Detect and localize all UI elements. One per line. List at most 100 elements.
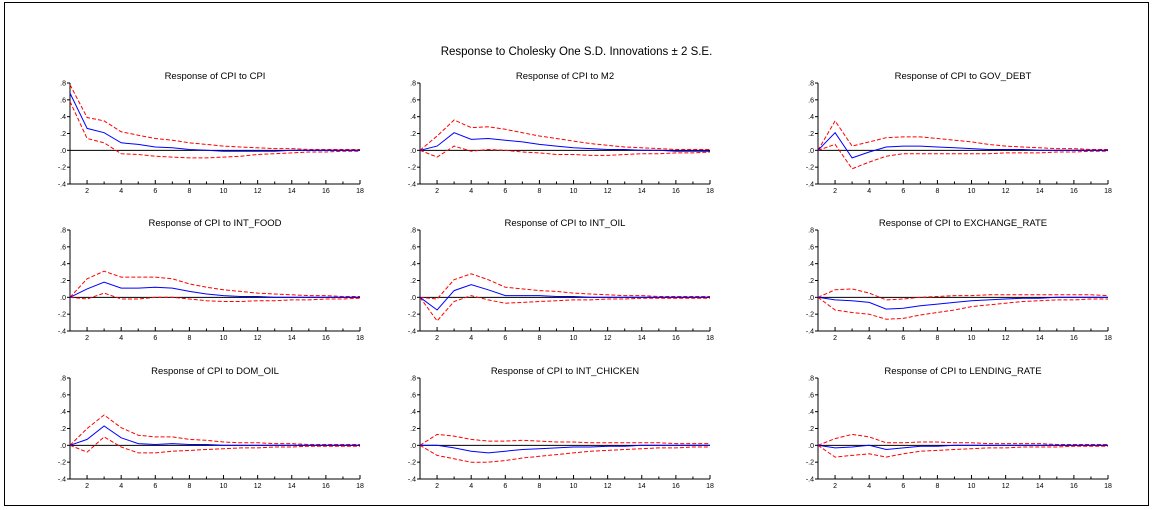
y-tick-label: .8 [410, 81, 416, 88]
x-tick-label: 14 [1036, 483, 1044, 490]
x-tick-label: 10 [570, 335, 578, 342]
x-tick-label: 6 [901, 483, 905, 490]
panel-9: Response of CPI to LENDING_RATE .8 .6 .4 .2.… [806, 366, 1112, 490]
x-tick-label: 16 [672, 188, 680, 195]
x-tick-label: 6 [153, 483, 157, 490]
panel-5: Response of CPI to INT_OIL .8 .6 .4 .2 .0 -.2 -… [408, 218, 714, 342]
x-tick-label: 2 [833, 335, 837, 342]
x-tick-label: 6 [503, 483, 507, 490]
x-tick-label: 12 [254, 483, 262, 490]
x-tick-label: 6 [503, 188, 507, 195]
lower-band-line [817, 296, 1108, 320]
y-tick-label: -.2 [408, 165, 416, 172]
x-tick-label: 4 [469, 483, 473, 490]
y-tick-label: .2 [60, 131, 66, 138]
upper-band-line [419, 433, 710, 446]
x-tick-label: 16 [322, 483, 330, 490]
x-tick-label: 16 [672, 335, 680, 342]
x-tick-label: 6 [901, 188, 905, 195]
x-tick-label: 10 [220, 188, 228, 195]
y-tick-label: -.4 [408, 477, 416, 484]
response-line [817, 444, 1108, 451]
y-tick-label: .8 [808, 228, 814, 235]
response-line [69, 425, 360, 446]
panel-1: Response of CPI to CPI .8 .6 .4 .2 .0 -.2 -.4 2 4… [58, 71, 364, 195]
y-tick-label: -.2 [408, 312, 416, 319]
x-tick-label: 10 [570, 188, 578, 195]
x-tick-label: 18 [1104, 483, 1112, 490]
response-line [817, 131, 1108, 159]
panel-title: Response of CPI to LENDING_RATE [884, 366, 1041, 377]
x-tick-label: 18 [706, 335, 714, 342]
lower-band-line [419, 295, 710, 322]
x-tick-label: 8 [537, 483, 541, 490]
y-tick-label: .4 [410, 261, 416, 268]
y-tick-label: -.2 [806, 312, 814, 319]
y-tick-label: .4 [60, 261, 66, 268]
x-tick-label: 6 [153, 335, 157, 342]
response-line [419, 284, 710, 311]
y-tick-label: .4 [808, 114, 814, 121]
y-tick-label: .2 [808, 131, 814, 138]
upper-band-line [69, 414, 360, 446]
x-tick-label: 14 [638, 335, 646, 342]
panel-2: Response of CPI to M2 .8 .6 .4 .2 .0 -.2 -.4 2 4 6… [408, 71, 714, 195]
x-tick-label: 14 [288, 188, 296, 195]
x-tick-label: 8 [187, 335, 191, 342]
y-tick-label: -.4 [408, 182, 416, 189]
x-tick-label: 10 [220, 335, 228, 342]
y-tick-label: .8 [60, 228, 66, 235]
x-tick-label: 10 [570, 483, 578, 490]
y-tick-label: -.2 [58, 460, 66, 467]
y-tick-label: -.2 [806, 165, 814, 172]
x-tick-label: 2 [85, 335, 89, 342]
x-tick-label: 12 [254, 335, 262, 342]
y-tick-label: .2 [60, 426, 66, 433]
y-tick-label: .4 [808, 261, 814, 268]
y-tick-label: .0 [410, 148, 416, 155]
x-tick-label: 14 [288, 335, 296, 342]
x-tick-label: 16 [322, 188, 330, 195]
y-tick-label: .0 [410, 295, 416, 302]
x-tick-label: 8 [537, 188, 541, 195]
y-tick-label: -.4 [806, 182, 814, 189]
y-tick-label: .2 [410, 131, 416, 138]
upper-band-line [817, 433, 1108, 446]
y-tick-label: .6 [60, 392, 66, 399]
y-tick-label: -.2 [58, 312, 66, 319]
x-tick-label: 8 [935, 335, 939, 342]
y-tick-label: .6 [60, 97, 66, 104]
y-tick-label: .8 [410, 228, 416, 235]
y-tick-label: -.4 [58, 182, 66, 189]
y-tick-label: .8 [410, 376, 416, 383]
x-tick-label: 18 [356, 335, 364, 342]
upper-band-line [69, 84, 360, 150]
upper-band-line [69, 270, 360, 298]
x-tick-label: 4 [119, 335, 123, 342]
y-tick-label: .2 [60, 278, 66, 285]
y-tick-label: .6 [410, 97, 416, 104]
y-tick-label: .8 [808, 376, 814, 383]
response-line [817, 296, 1108, 310]
y-tick-label: .6 [410, 392, 416, 399]
y-tick-label: -.2 [408, 460, 416, 467]
x-tick-label: 16 [322, 335, 330, 342]
upper-band-line [419, 273, 710, 300]
y-tick-label: .6 [410, 244, 416, 251]
panel-3: Response of CPI to GOV_DEBT .8 .6 .4 .2 .0 -.2… [806, 71, 1112, 195]
y-tick-label: .0 [60, 443, 66, 450]
x-tick-label: 8 [935, 188, 939, 195]
panel-title: Response of CPI to INT_CHICKEN [491, 366, 639, 377]
x-tick-label: 10 [968, 335, 976, 342]
panel-title: Response of CPI to EXCHANGE_RATE [879, 218, 1047, 229]
panel-title: Response of CPI to CPI [165, 71, 266, 82]
x-tick-label: 8 [537, 335, 541, 342]
x-tick-label: 16 [1070, 335, 1078, 342]
x-tick-label: 4 [867, 483, 871, 490]
y-tick-label: .0 [808, 148, 814, 155]
x-tick-label: 14 [638, 188, 646, 195]
y-tick-label: .6 [808, 392, 814, 399]
x-tick-label: 18 [356, 483, 364, 490]
y-tick-label: .0 [60, 148, 66, 155]
y-tick-label: .6 [808, 97, 814, 104]
